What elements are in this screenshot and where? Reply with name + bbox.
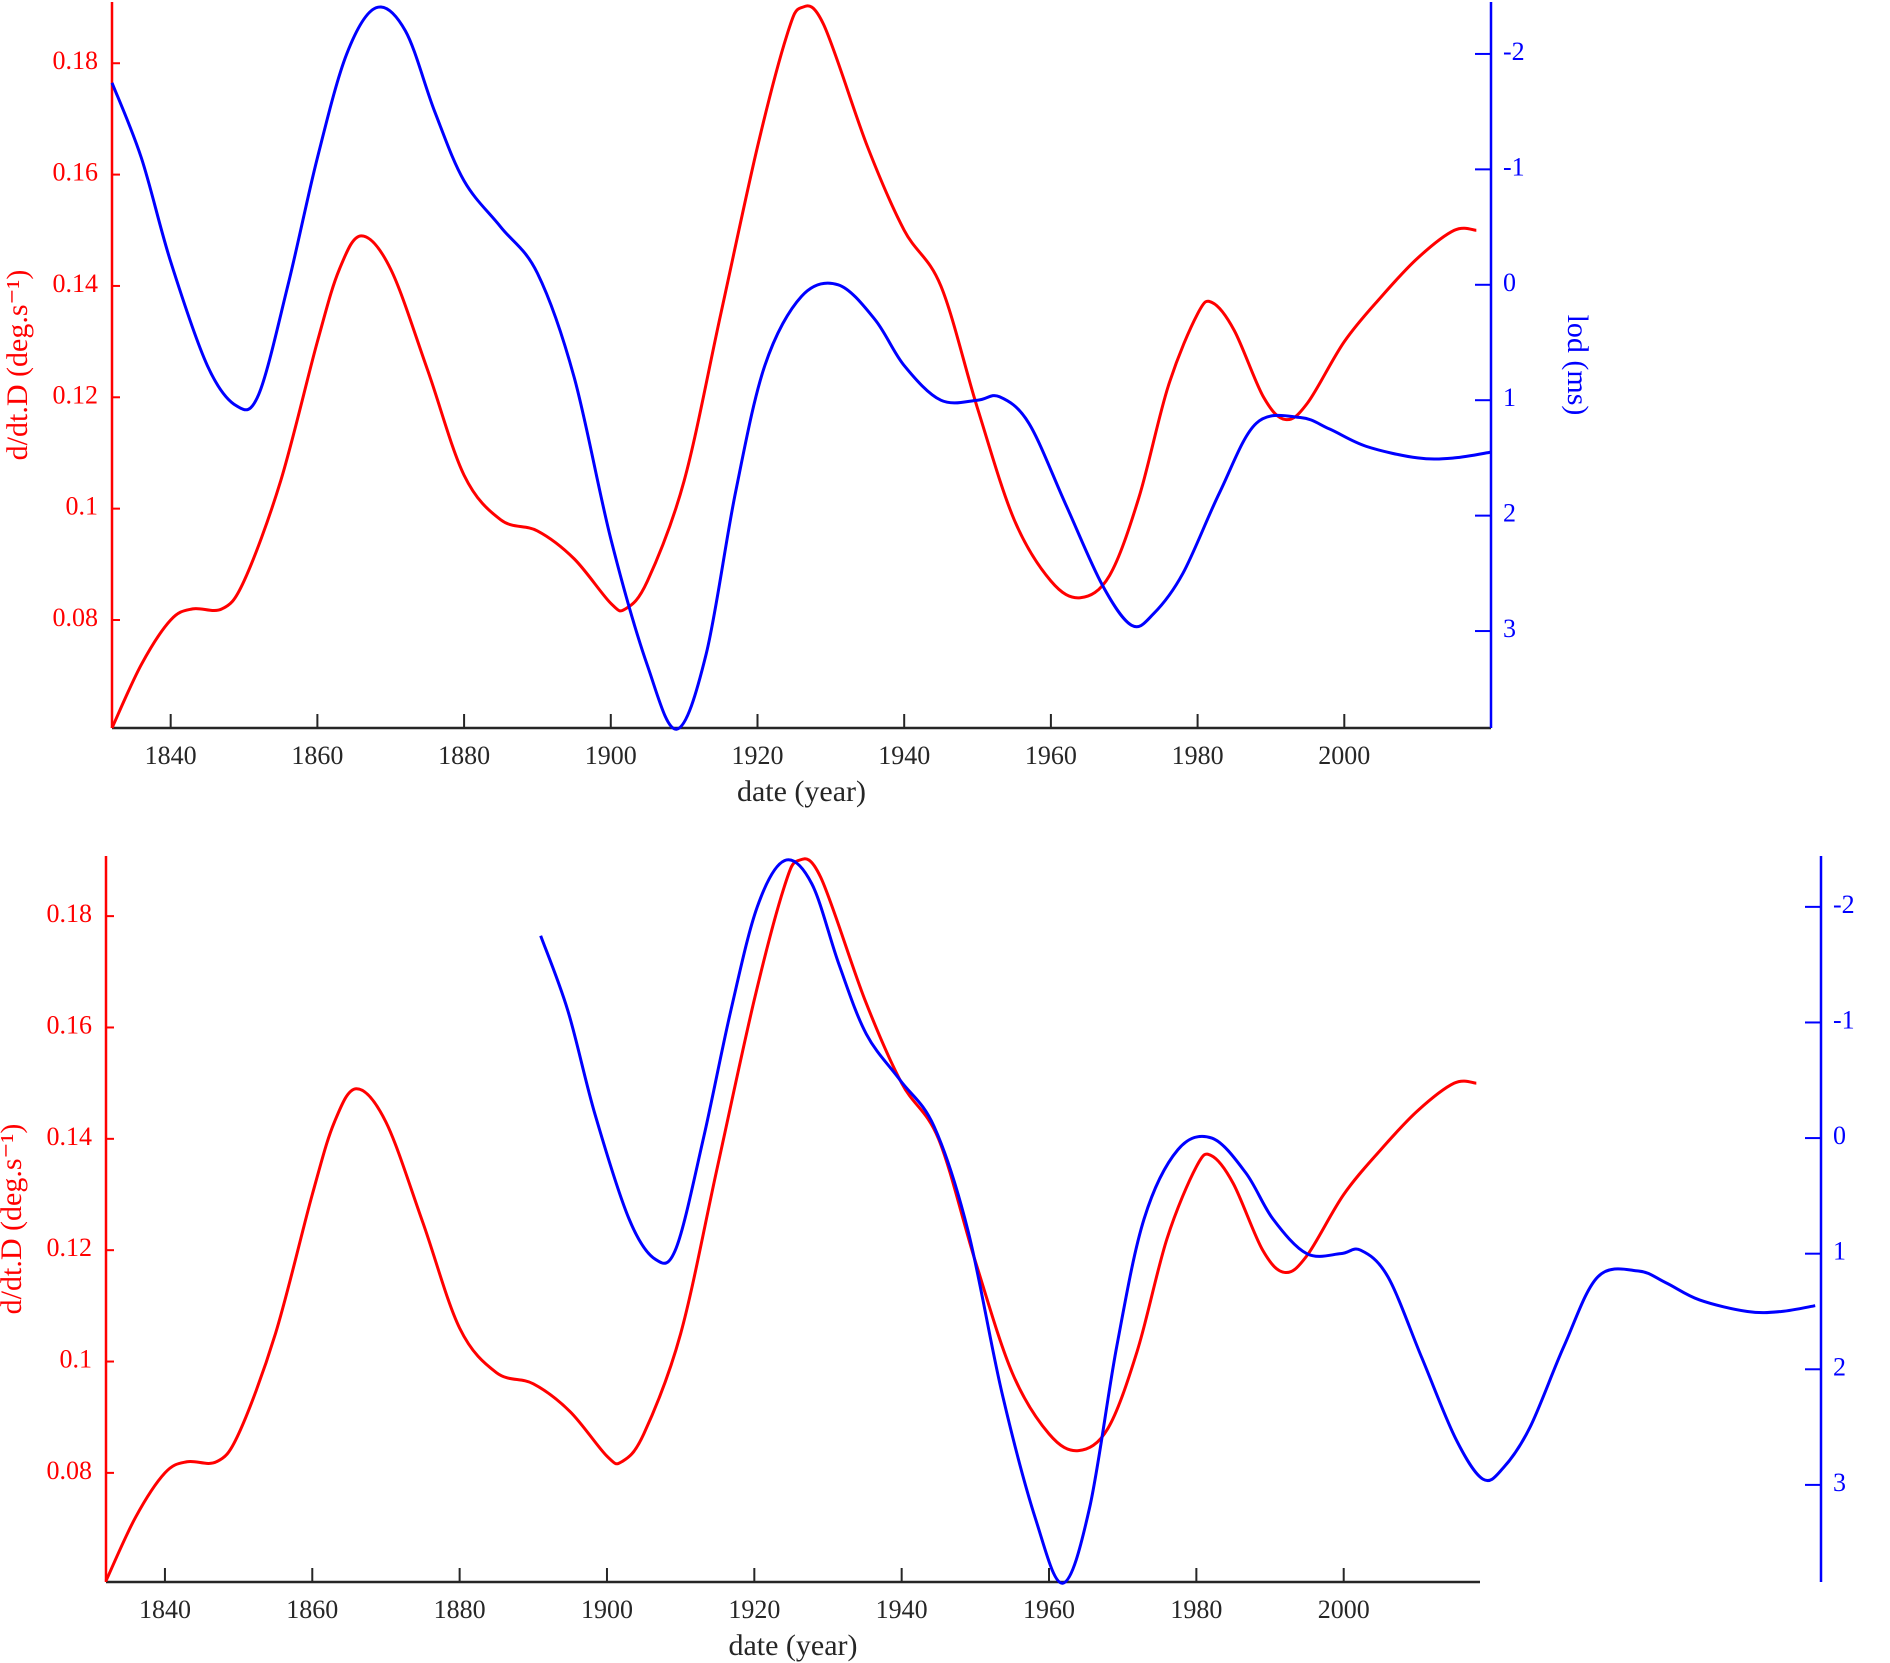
x-tick-label: 1920 (731, 741, 783, 770)
y2-tick-label: 0 (1503, 268, 1516, 297)
y2-tick-label: 2 (1503, 499, 1516, 528)
y-tick-label: 0.08 (53, 603, 99, 632)
y-axis-label: d/dt.D (deg.s⁻¹) (0, 1124, 28, 1315)
y2-tick-label: -1 (1833, 1005, 1855, 1034)
x-tick-label: 1880 (434, 1595, 486, 1624)
y2-tick-label: 3 (1503, 614, 1516, 643)
x-tick-label: 1980 (1172, 741, 1224, 770)
x-tick-label: 1840 (145, 741, 197, 770)
y-tick-label: 0.18 (47, 899, 93, 928)
y2-tick-label: 1 (1503, 383, 1516, 412)
y2-axis-label: lod (ms) (1561, 315, 1594, 416)
data-line (539, 858, 1816, 1585)
x-tick-label: 1880 (438, 741, 490, 770)
y-tick-label: 0.14 (47, 1122, 93, 1151)
x-axis-label: date (year) (737, 775, 866, 808)
x-tick-label: 1860 (286, 1595, 338, 1624)
data-line (104, 857, 1477, 1582)
x-tick-label: 1980 (1170, 1595, 1222, 1624)
y-tick-label: 0.14 (53, 269, 99, 298)
x-tick-label: 1960 (1025, 741, 1077, 770)
x-tick-label: 1860 (291, 741, 343, 770)
x-tick-label: 1960 (1023, 1595, 1075, 1624)
y-tick-label: 0.08 (47, 1456, 93, 1485)
x-tick-label: 2000 (1318, 1595, 1370, 1624)
x-tick-label: 1900 (585, 741, 637, 770)
y2-tick-label: -2 (1833, 890, 1855, 919)
y-tick-label: 0.12 (53, 380, 99, 409)
x-axis-label: date (year) (728, 1629, 857, 1662)
x-tick-label: 1920 (728, 1595, 780, 1624)
x-tick-label: 1900 (581, 1595, 633, 1624)
y2-tick-label: 1 (1833, 1237, 1846, 1266)
y-axis-label: d/dt.D (deg.s⁻¹) (1, 270, 34, 461)
y2-tick-label: 2 (1833, 1352, 1846, 1381)
x-tick-label: 1940 (876, 1595, 928, 1624)
y2-tick-label: -2 (1503, 37, 1525, 66)
y2-tick-label: 3 (1833, 1468, 1846, 1497)
y-tick-label: 0.18 (53, 46, 99, 75)
y-tick-label: 0.16 (47, 1010, 93, 1039)
y2-tick-label: 0 (1833, 1121, 1846, 1150)
y-tick-label: 0.16 (53, 158, 99, 187)
data-line (110, 5, 1492, 731)
y2-tick-label: -1 (1503, 152, 1525, 181)
x-tick-label: 2000 (1318, 741, 1370, 770)
y-tick-label: 0.12 (47, 1233, 93, 1262)
data-line (110, 4, 1477, 729)
y-tick-label: 0.1 (66, 492, 99, 521)
y-tick-label: 0.1 (60, 1344, 93, 1373)
x-tick-label: 1940 (878, 741, 930, 770)
x-tick-label: 1840 (139, 1595, 191, 1624)
